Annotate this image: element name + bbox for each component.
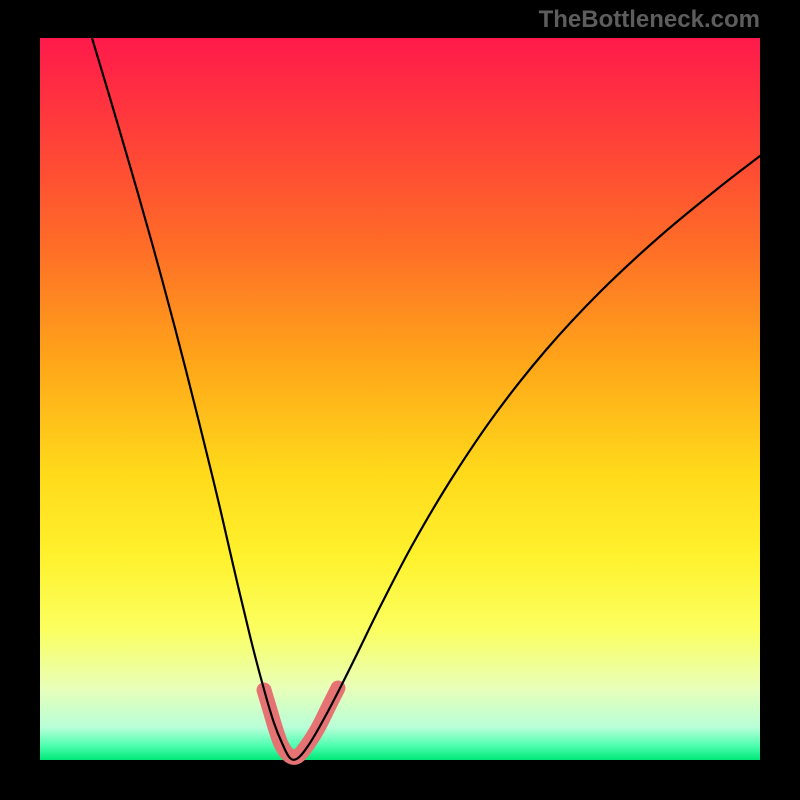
gradient-background bbox=[40, 38, 760, 760]
chart-svg-layer bbox=[0, 0, 800, 800]
watermark-text: TheBottleneck.com bbox=[539, 6, 760, 34]
